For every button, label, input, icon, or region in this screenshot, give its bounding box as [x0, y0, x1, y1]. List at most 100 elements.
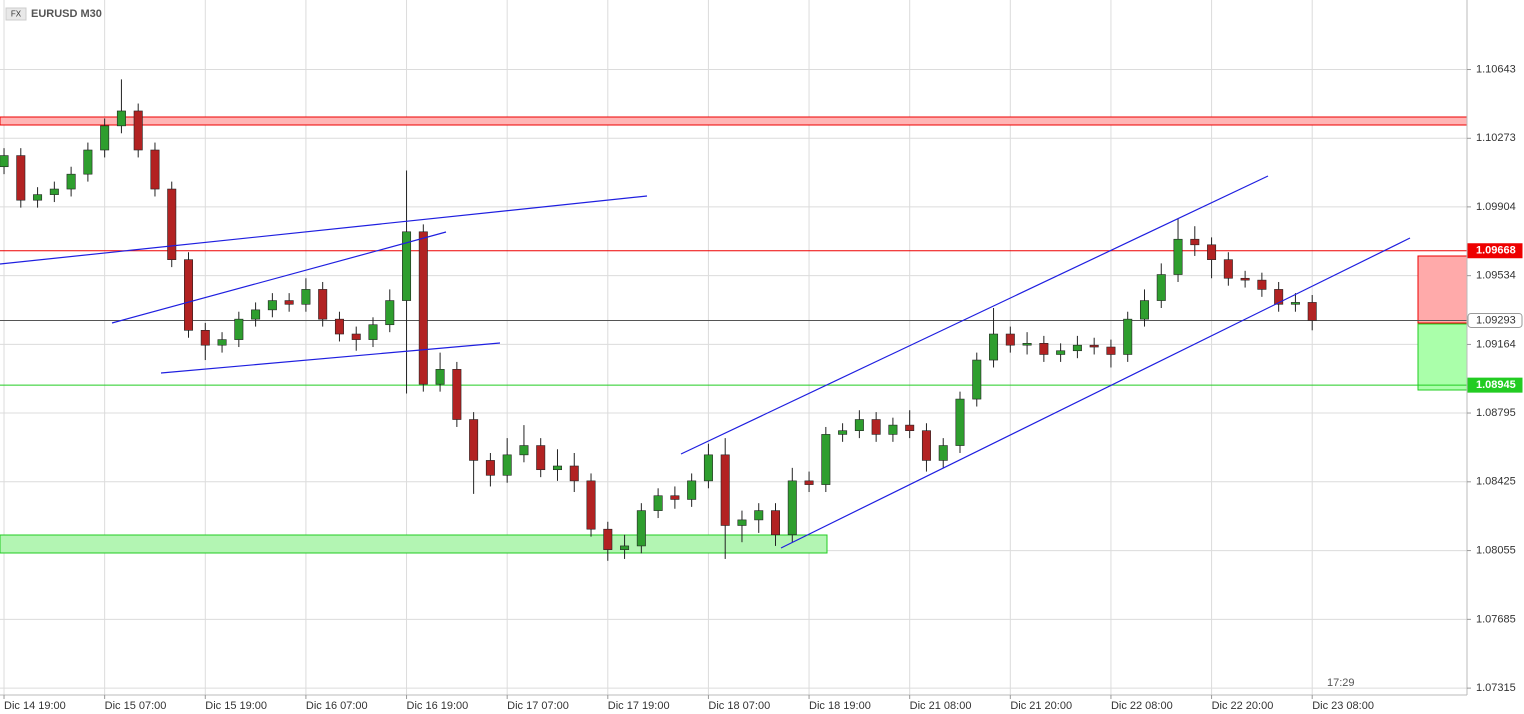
x-tick-label: Dic 16 19:00 [407, 700, 469, 712]
candle-body [16, 155, 26, 201]
price-label: 1.08945 [1476, 379, 1516, 391]
candle-body [351, 333, 361, 340]
price-label-box [1467, 312, 1523, 328]
x-tick-label: Dic 17 07:00 [507, 700, 569, 712]
candle-body [703, 454, 713, 482]
candle-body [1005, 333, 1015, 346]
y-tick-label: 1.09904 [1476, 201, 1516, 213]
candle-body [1123, 318, 1133, 355]
y-tick-label: 1.09534 [1476, 270, 1516, 282]
badge [5, 7, 27, 21]
price-label-box [1467, 243, 1523, 259]
x-tick-label: Dic 18 19:00 [809, 700, 871, 712]
candle-body [83, 149, 93, 175]
candle-body [670, 495, 680, 500]
candle-body [1274, 289, 1284, 305]
trendline [0, 195, 648, 265]
candle-body [0, 155, 9, 168]
candle-body [972, 359, 982, 400]
candle-body [1290, 302, 1300, 305]
candle-body [1190, 238, 1200, 246]
candle-body [787, 480, 797, 536]
x-tick-label: Dic 14 19:00 [4, 700, 66, 712]
y-tick-label: 1.09164 [1476, 338, 1516, 350]
candle-body [519, 445, 529, 456]
candle-body [502, 454, 512, 476]
x-tick-label: Dic 23 08:00 [1312, 700, 1374, 712]
candle-body [754, 510, 764, 521]
trendline [780, 237, 1411, 549]
candle-body [552, 465, 562, 471]
candle-body [653, 495, 663, 511]
trendline [680, 175, 1269, 455]
x-tick-label: Dic 22 20:00 [1212, 700, 1274, 712]
candle-body [1173, 238, 1183, 275]
candle-body [33, 194, 43, 201]
price-label-box [1467, 377, 1523, 393]
levels [0, 250, 1467, 386]
candle-body [1106, 346, 1116, 355]
trendline [160, 342, 501, 374]
candle-body [1257, 279, 1267, 290]
candle-body [1072, 344, 1082, 352]
candle-body [133, 110, 143, 151]
candle-body [217, 339, 227, 346]
candle-body [318, 289, 328, 320]
y-tick-label: 1.07685 [1476, 613, 1516, 625]
candle-body [49, 188, 59, 195]
candle-body [284, 300, 294, 305]
candle-body [871, 419, 881, 435]
x-tick-label: Dic 21 08:00 [910, 700, 972, 712]
candle-body [955, 398, 965, 446]
x-tick-label: Dic 17 19:00 [608, 700, 670, 712]
candle-body [1139, 300, 1149, 320]
candle-body [989, 333, 999, 361]
candle-body [418, 231, 428, 385]
candle-body [838, 430, 848, 435]
candle-body [737, 519, 747, 526]
candle-body [620, 545, 630, 550]
x-tick-label: Dic 18 07:00 [708, 700, 770, 712]
candle-body [184, 259, 194, 331]
y-tick-label: 1.10273 [1476, 132, 1516, 144]
x-tick-label: Dic 15 07:00 [105, 700, 167, 712]
candle-body [452, 369, 462, 420]
candle-body [905, 424, 915, 431]
candle-body [1089, 344, 1099, 348]
candle-body [1022, 343, 1032, 346]
candle-body [66, 173, 76, 190]
y-tick-label: 1.08795 [1476, 407, 1516, 419]
target-box [1417, 323, 1468, 391]
candle-body [100, 125, 110, 151]
y-tick-label: 1.08055 [1476, 544, 1516, 556]
x-tick-label: Dic 21 20:00 [1010, 700, 1072, 712]
candle-body [569, 465, 579, 482]
countdown: 17:29 [1327, 677, 1355, 689]
candle-body [938, 445, 948, 461]
candle-body [1156, 274, 1166, 301]
candle-body [251, 309, 261, 320]
candle-body [385, 300, 395, 326]
x-tick-label: Dic 16 07:00 [306, 700, 368, 712]
candle-body [720, 454, 730, 526]
y-tick-label: 1.10643 [1476, 63, 1516, 75]
candle-body [301, 289, 311, 305]
candle-body [821, 434, 831, 485]
trendlines [0, 175, 1411, 549]
candle-body [1307, 302, 1317, 321]
trendline [111, 231, 447, 324]
support-zone [0, 534, 828, 554]
candle-body [603, 528, 613, 550]
candle-body [368, 324, 378, 340]
candle-body [687, 480, 697, 500]
candle-body [1056, 350, 1066, 355]
candle-body [888, 424, 898, 435]
candle-body [485, 460, 495, 476]
candle-body [167, 188, 177, 260]
candle-body [150, 149, 160, 190]
candle-body [469, 419, 479, 461]
candle-body [1223, 259, 1233, 279]
candle-body [1039, 343, 1049, 355]
